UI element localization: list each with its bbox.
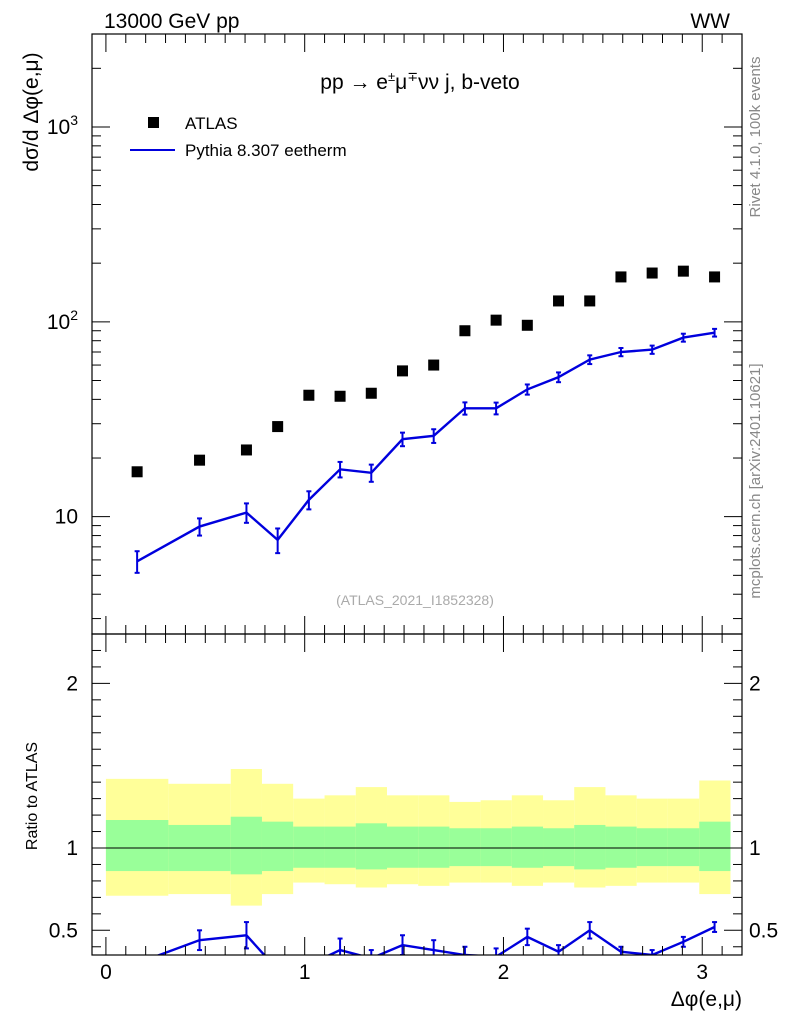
atlas-data-point xyxy=(584,295,596,307)
ratio-band-inner-bin xyxy=(105,820,169,872)
legend-atlas-marker xyxy=(148,117,159,128)
ratio-y-tick-label-right: 0.5 xyxy=(749,919,778,942)
atlas-data-point xyxy=(303,389,315,401)
atlas-data-point xyxy=(428,359,440,371)
ratio-band-inner-bin xyxy=(230,816,262,875)
header-observable: WW xyxy=(690,10,730,33)
ratio-band-inner-bin xyxy=(324,826,356,868)
legend-pythia-label: Pythia 8.307 eetherm xyxy=(185,141,347,160)
atlas-data-point xyxy=(490,314,502,326)
ratio-y-tick-label-right: 1 xyxy=(749,837,761,860)
ratio-pythia-line xyxy=(155,925,716,955)
x-axis-label: Δφ(e,μ) xyxy=(671,988,742,1011)
x-tick-label: 2 xyxy=(498,961,510,984)
atlas-data-point xyxy=(365,387,377,399)
ratio-band-inner-bin xyxy=(480,828,512,867)
ratio-frame xyxy=(91,633,743,956)
rivet-version-label: Rivet 4.1.0, 100k events xyxy=(747,57,764,218)
ratio-y-tick-label-left: 0.5 xyxy=(49,919,78,942)
atlas-data-point xyxy=(131,466,143,478)
ratio-band-inner-bin xyxy=(449,828,481,867)
atlas-data-point xyxy=(194,454,206,466)
atlas-data-point xyxy=(646,267,658,279)
ratio-series-group xyxy=(155,921,718,955)
x-tick-label: 0 xyxy=(100,961,112,984)
ratio-band-inner-bin xyxy=(293,826,325,868)
legend: ATLAS Pythia 8.307 eetherm xyxy=(130,114,347,160)
ratio-y-tick-label-left: 1 xyxy=(66,837,78,860)
ratio-band-inner-bin xyxy=(261,821,294,872)
header-process: 13000 GeV pp xyxy=(104,10,239,33)
mcplots-label: mcplots.cern.ch [arXiv:2401.10621] xyxy=(747,363,764,598)
ratio-y-tick-label-right: 2 xyxy=(749,672,761,695)
ratio-band-inner-bin xyxy=(418,826,450,868)
main-y-tick-label: 103 xyxy=(47,112,78,139)
ratio-band-inner-bin xyxy=(543,828,575,867)
ratio-panel: 0.5 0.5 1 1 2 2 0 1 2 3 xyxy=(49,633,778,984)
x-tick-label: 3 xyxy=(696,961,708,984)
ratio-band-inner-bin xyxy=(667,828,700,867)
analysis-watermark: (ATLAS_2021_I1852328) xyxy=(336,592,494,608)
atlas-data-point xyxy=(240,444,252,456)
atlas-data-point xyxy=(553,295,565,307)
atlas-data-point xyxy=(615,271,627,283)
atlas-data-point xyxy=(521,319,533,331)
ratio-y-axis-label: Ratio to ATLAS xyxy=(24,742,41,850)
ratio-y-tick-label-left: 2 xyxy=(66,672,78,695)
atlas-data-point xyxy=(709,271,721,283)
ratio-band-inner-bin xyxy=(574,824,606,870)
ratio-band-inner-bin xyxy=(699,821,731,872)
main-y-tick-label: 10 xyxy=(55,506,78,529)
main-y-axis-label: dσ/d Δφ(e,μ) xyxy=(20,52,43,171)
ratio-band-inner-bin xyxy=(605,826,637,868)
x-tick-label: 1 xyxy=(299,961,311,984)
atlas-data-point xyxy=(677,265,689,277)
ratio-band-inner-bin xyxy=(355,823,387,870)
atlas-data-point xyxy=(272,421,284,433)
main-y-tick-label: 102 xyxy=(47,307,78,334)
ratio-band-inner-bin xyxy=(636,828,668,867)
pythia-line xyxy=(136,331,715,563)
ratio-band-inner-bin xyxy=(386,826,419,868)
atlas-data-point xyxy=(396,365,408,377)
atlas-data-point xyxy=(334,390,346,402)
legend-atlas-label: ATLAS xyxy=(185,114,238,133)
ratio-band-inner-bin xyxy=(511,826,544,868)
plot-title: pp → e±μ∓νν j, b-veto xyxy=(320,69,519,94)
atlas-data-point xyxy=(459,325,471,337)
